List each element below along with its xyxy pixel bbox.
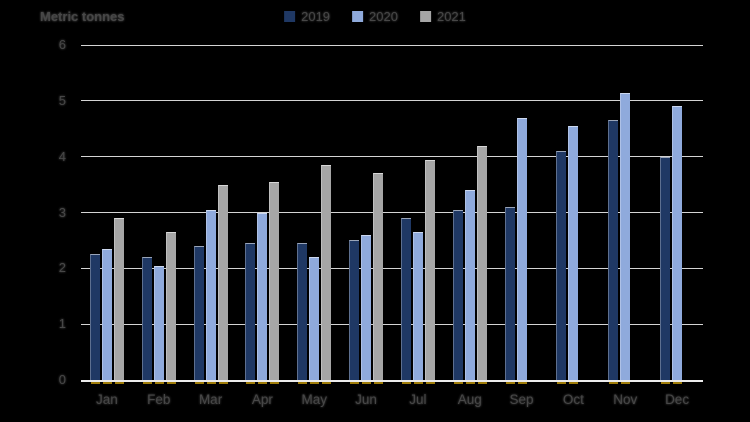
y-tick-label-5: 5 [58,92,66,108]
x-tick-label-apr: Apr [251,392,273,407]
bar-2020-jul [412,232,423,384]
y-tick-label-4: 4 [58,148,66,164]
gridline-y-5 [81,100,703,102]
x-tick-label-feb: Feb [147,392,171,407]
bar-2020-jan [101,248,112,385]
gridline-y-4 [81,156,703,158]
bar-2020-apr [257,212,268,384]
y-tick-label-6: 6 [58,37,66,52]
x-tick-label-jan: Jan [96,392,118,407]
bar-2020-jun [361,234,372,385]
y-tick-label-3: 3 [58,204,66,220]
y-tick-label-0: 0 [58,372,66,387]
bar-2019-jan [89,254,100,384]
gridline-y-3 [81,212,703,213]
x-tick-label-aug: Aug [457,392,482,407]
bar-2020-oct [568,126,579,384]
bar-group-may [288,45,340,384]
legend-item-2021: 2021 [419,9,466,24]
bar-2020-dec [672,106,683,384]
bar-2019-jul [400,218,411,384]
bar-group-jun [340,45,392,385]
legend-swatch-2019 [284,11,296,22]
x-tick-label-nov: Nov [613,392,638,407]
x-tick-label-oct: Oct [562,392,584,407]
bar-group-aug [444,45,496,385]
gridline-y-2 [81,267,703,269]
bar-2021-jan [113,218,124,384]
bar-2019-nov [608,120,619,384]
legend-label: 2020 [369,9,398,24]
bar-2020-may [309,257,320,384]
bar-2020-sep [516,117,527,385]
bar-2019-oct [556,151,567,384]
bar-2021-jul [424,159,435,384]
bar-2020-nov [620,92,631,384]
bar-2019-mar [193,246,204,384]
bar-group-sep [496,45,548,385]
legend-item-2020: 2020 [352,9,398,24]
bar-group-oct [548,45,600,384]
bar-2021-mar [217,184,228,385]
y-tick-label-2: 2 [58,260,66,276]
bar-group-jul [392,45,444,384]
bar-2019-aug [452,209,463,385]
legend-label: 2019 [301,9,331,24]
gridline-y-1 [81,323,703,325]
bar-group-mar [185,45,237,385]
bar-2021-feb [165,232,176,384]
x-tick-label-jun: Jun [355,392,377,407]
bar-2021-may [321,165,332,384]
x-tick-label-jul: Jul [409,392,427,407]
y-tick-label-1: 1 [58,316,66,332]
legend-item-2019: 2019 [284,9,330,24]
bar-2021-apr [269,181,280,385]
bar-group-apr [237,45,289,385]
legend-swatch-2021 [419,11,431,22]
x-tick-label-may: May [301,392,327,407]
legend: 2019 2020 2021 [284,9,466,24]
gridline-y-6 [81,44,703,46]
legend-label: 2021 [436,9,466,24]
bar-group-feb [133,45,185,384]
bar-2020-mar [205,209,216,385]
x-tick-label-dec: Dec [665,392,690,407]
x-tick-label-mar: Mar [198,392,223,407]
bar-2019-jun [349,240,360,384]
bar-2019-may [297,243,308,384]
bar-2019-feb [141,257,152,384]
bar-group-jan [81,45,133,385]
bar-group-dec [651,45,703,385]
legend-swatch-2020 [352,11,364,22]
bar-2019-apr [245,243,256,384]
bar-2021-jun [373,173,384,384]
y-axis-title: Metric tonnes [40,9,125,24]
bar-2020-aug [464,190,475,384]
bar-2019-dec [660,156,671,385]
plot-area [81,44,703,385]
bar-group-nov [599,45,651,384]
bar-2021-aug [476,145,487,384]
bar-2019-sep [504,206,515,385]
x-tick-label-sep: Sep [509,392,534,407]
bar-2020-feb [153,265,164,384]
